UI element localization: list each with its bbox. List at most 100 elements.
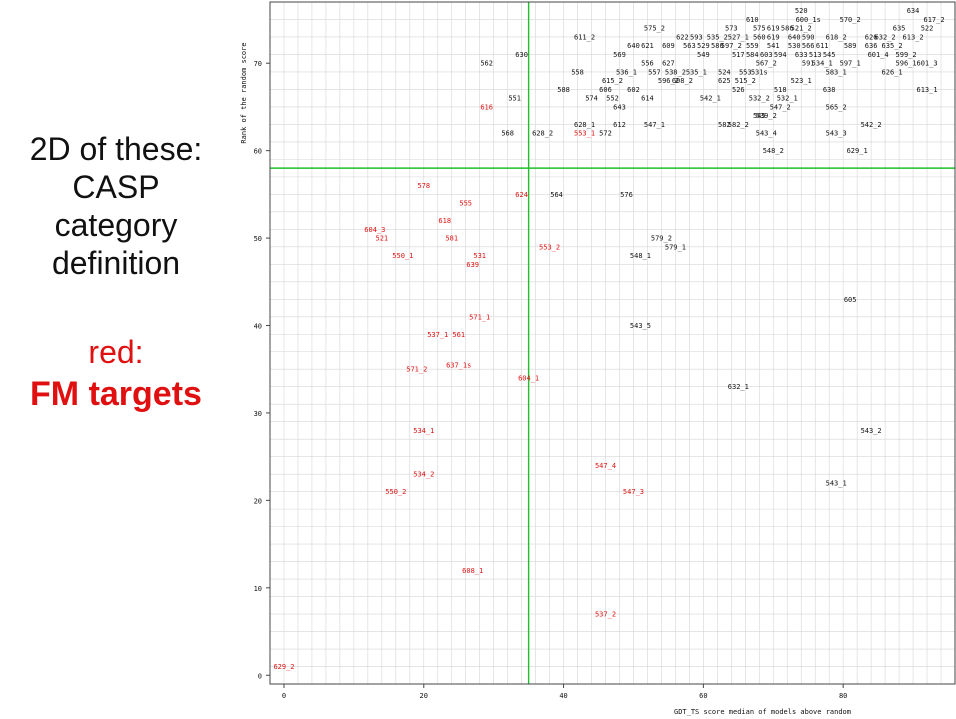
target-label: 589	[844, 42, 857, 50]
target-label: 618_2	[826, 33, 847, 41]
target-label: 596_2	[658, 77, 679, 85]
y-tick-label: 70	[254, 60, 262, 68]
target-label: 531s	[751, 68, 768, 76]
target-label: 640	[788, 33, 801, 41]
target-label: 515_2	[735, 77, 756, 85]
target-label: 619	[767, 33, 780, 41]
fm-target-label: 629_2	[273, 663, 294, 671]
target-label: 543_5	[630, 322, 651, 330]
target-label: 551	[508, 95, 521, 103]
target-label: 543_4	[756, 130, 777, 138]
fm-target-label: 547_4	[595, 462, 616, 470]
target-label: 608_2	[672, 77, 693, 85]
target-label: 582	[718, 121, 731, 129]
target-label: 629_1	[847, 147, 868, 155]
target-label: 580	[711, 42, 724, 50]
target-label: 535_2	[707, 33, 728, 41]
target-label: 524	[718, 68, 731, 76]
target-label: 575	[753, 25, 766, 33]
target-label: 558	[571, 68, 584, 76]
fm-target-label: 561	[452, 331, 465, 339]
target-label: 526	[732, 86, 745, 94]
target-label: 627	[662, 60, 675, 68]
target-label: 529	[697, 42, 710, 50]
target-label: 573	[725, 25, 738, 33]
target-label: 532_2	[749, 95, 770, 103]
target-label: 527_1	[728, 33, 749, 41]
target-label: 636	[865, 42, 878, 50]
target-label: 626_1	[882, 68, 903, 76]
target-label: 534_1	[812, 60, 833, 68]
target-label: 523_1	[791, 77, 812, 85]
grid-lines	[269, 1, 956, 685]
target-label: 572	[599, 130, 612, 138]
target-label: 560	[753, 33, 766, 41]
target-label: 567_2	[756, 60, 777, 68]
target-label: 545	[823, 51, 836, 59]
fm-target-label: 550_1	[392, 252, 413, 260]
caption-line-3: category	[54, 207, 178, 243]
axis-ticks: 0 20 40 60 80 0 10 20 30 40 50 60 70	[254, 60, 848, 700]
fm-target-label: 537_1	[427, 331, 448, 339]
caption-line-2: CASP	[72, 169, 160, 205]
x-tick-label: 80	[839, 692, 847, 700]
fm-target-label: 534_1	[413, 427, 434, 435]
fm-target-label: 604_3	[364, 226, 385, 234]
target-label: 626	[865, 33, 878, 41]
target-label: 520	[795, 7, 808, 15]
target-label: 538_2	[665, 68, 686, 76]
target-label: 564	[550, 191, 563, 199]
target-label: 559	[746, 42, 759, 50]
target-label: 632_1	[728, 383, 749, 391]
y-tick-label: 40	[254, 323, 262, 331]
target-label: 594	[774, 51, 787, 59]
target-label: 600_1s	[796, 16, 821, 24]
target-label: 517	[732, 51, 745, 59]
target-label: 547_2	[770, 103, 791, 111]
target-label: 542_2	[861, 121, 882, 129]
fm-target-label: 581	[445, 235, 458, 243]
target-label: 632_2	[875, 33, 896, 41]
target-label: 602	[627, 86, 640, 94]
target-label: 625	[718, 77, 731, 85]
target-label: 576	[620, 191, 633, 199]
target-label: 590	[802, 33, 815, 41]
y-tick-label: 20	[254, 497, 262, 505]
target-label: 562	[480, 60, 493, 68]
target-label: 521_2	[791, 25, 812, 33]
target-label: 518	[774, 86, 787, 94]
target-label: 582_2	[728, 121, 749, 129]
target-label: 601_4	[868, 51, 889, 59]
fm-target-label: 555	[459, 200, 472, 208]
target-label: 605	[844, 296, 857, 304]
target-label: 541	[767, 42, 780, 50]
target-label: 583_1	[826, 68, 847, 76]
target-label: 619	[767, 25, 780, 33]
target-label: 547_1	[644, 121, 665, 129]
caption-fm-targets: FM targets	[30, 375, 202, 413]
target-label: 640	[627, 42, 640, 50]
target-label: 513	[809, 51, 822, 59]
fm-target-label: 637_1s	[446, 361, 471, 369]
target-label: 563	[683, 42, 696, 50]
target-label: 593	[690, 33, 703, 41]
y-tick-label: 0	[258, 672, 262, 680]
target-label: 566	[802, 42, 815, 50]
target-label: 552	[606, 95, 619, 103]
caption-red-label: red:	[88, 334, 144, 370]
target-label: 575_2	[644, 25, 665, 33]
y-axis-label: Rank of the random score	[240, 42, 248, 143]
caption-line-4: definition	[51, 245, 181, 281]
x-axis-label: GDT_TS score median of models above rand…	[674, 708, 851, 716]
target-label: 609	[662, 42, 675, 50]
target-label: 613_2	[903, 33, 924, 41]
target-label: 628_1	[574, 121, 595, 129]
target-label: 579_2	[651, 235, 672, 243]
target-label: 617_2	[923, 16, 944, 24]
target-label: 548_1	[630, 252, 651, 260]
target-label: 611_2	[574, 33, 595, 41]
threshold-lines	[270, 2, 955, 684]
fm-target-label: 553_2	[539, 243, 560, 251]
target-label: 530	[788, 42, 801, 50]
target-label: 615_2	[602, 77, 623, 85]
